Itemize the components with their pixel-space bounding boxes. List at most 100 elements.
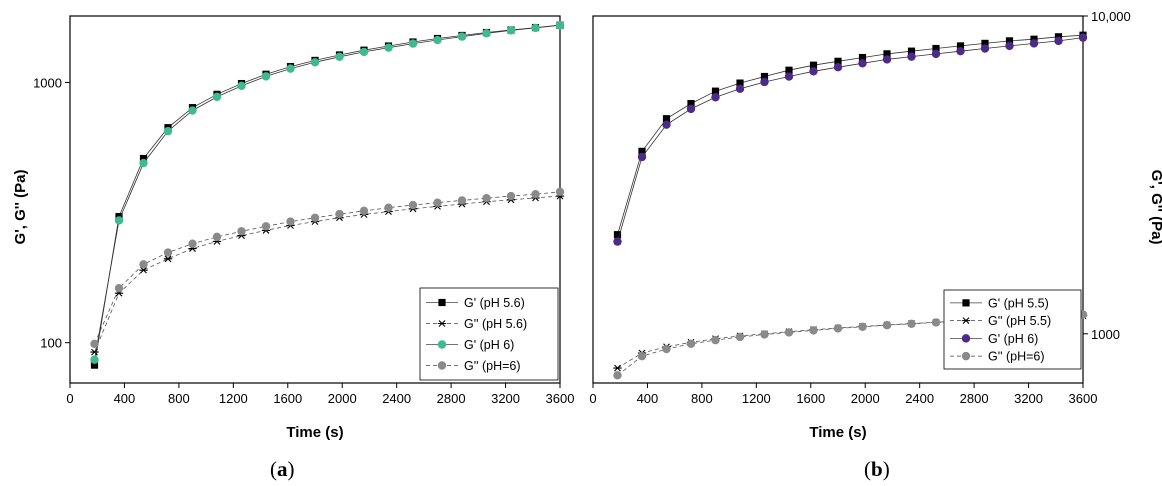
chart-panel-a: 0 400 800 1200 1600 2000 2400 2800 3200 3600 100 10…	[12, 15, 574, 481]
x-tick-label: 1200	[742, 391, 771, 406]
data-point	[408, 200, 418, 210]
data-point	[384, 203, 393, 212]
data-point	[261, 72, 271, 81]
data-point	[760, 72, 769, 81]
series-line-3	[617, 37, 1084, 242]
data-point	[139, 158, 148, 168]
data-point	[784, 328, 794, 337]
legend-marker	[961, 334, 971, 343]
data-point	[613, 237, 622, 246]
data-point	[335, 52, 344, 61]
data-point	[1005, 37, 1014, 45]
data-point	[531, 190, 540, 199]
data-point	[932, 44, 940, 53]
data-point	[686, 339, 696, 348]
x-tick-label: 2400	[905, 391, 934, 406]
x-tick-label: 800	[691, 391, 713, 406]
legend: G' (pH 5.5) G'' (pH 5.5) G' (pH 6) G'' (pH=…	[943, 289, 1082, 370]
data-point	[662, 120, 671, 129]
data-point	[1078, 33, 1088, 42]
data-point	[907, 319, 916, 328]
data-point	[883, 50, 891, 58]
data-point	[711, 335, 720, 345]
legend-marker	[437, 361, 447, 370]
data-point	[613, 231, 622, 239]
data-point	[212, 232, 222, 242]
data-point	[882, 321, 892, 330]
data-point	[907, 47, 916, 55]
data-point	[237, 227, 246, 236]
y-tick-label: 1000	[1091, 327, 1120, 342]
x-tick-label: 1600	[273, 391, 302, 406]
data-point	[555, 187, 565, 196]
data-point	[310, 213, 320, 222]
legend-label: G' (pH 6)	[464, 338, 514, 352]
data-point	[809, 326, 818, 335]
data-point	[188, 106, 197, 115]
data-point	[784, 72, 794, 81]
x-tick-label: 0	[589, 391, 596, 406]
x-tick-label: 1200	[219, 391, 248, 406]
legend-label: G' (pH 5.6)	[464, 296, 525, 310]
data-point	[613, 364, 622, 372]
data-point	[760, 77, 769, 87]
legend-label: G'' (pH 5.5)	[988, 314, 1051, 328]
x-tick-label: 3200	[491, 391, 520, 406]
data-point	[785, 66, 793, 74]
data-point	[736, 79, 744, 87]
data-point	[114, 283, 124, 293]
data-point	[139, 266, 148, 274]
legend-marker	[437, 320, 447, 327]
legend-label: G' (pH 6)	[988, 332, 1038, 346]
data-point	[335, 209, 344, 219]
x-tick-label: 1600	[796, 391, 825, 406]
data-point	[433, 198, 442, 207]
data-point	[662, 344, 671, 354]
data-point	[188, 239, 197, 248]
data-point	[907, 52, 916, 61]
data-point	[1029, 39, 1039, 48]
data-point	[531, 23, 540, 33]
data-point	[457, 196, 467, 205]
x-tick-label: 3200	[1014, 391, 1043, 406]
data-point	[555, 20, 565, 30]
data-point	[237, 81, 246, 91]
legend-marker	[961, 351, 971, 361]
data-point	[613, 371, 622, 380]
data-point	[809, 61, 818, 69]
data-point	[956, 46, 965, 56]
legend-label: G'' (pH 5.6)	[464, 317, 527, 331]
y-axis-title: G', G'' (Pa)	[12, 170, 29, 245]
data-point	[163, 255, 173, 263]
y-tick-label: 1000	[33, 75, 62, 90]
y-tick-label: 10,000	[1091, 9, 1131, 24]
x-axis-title: Time (s)	[286, 424, 343, 441]
data-point	[711, 93, 720, 102]
data-point	[286, 217, 295, 226]
data-point	[90, 361, 99, 369]
legend-marker	[437, 340, 447, 349]
x-tick-label: 2400	[382, 391, 411, 406]
data-point	[931, 318, 941, 327]
data-point	[638, 147, 646, 155]
data-point	[686, 104, 696, 114]
plot-frame	[592, 15, 1084, 384]
data-point	[760, 330, 769, 339]
data-point	[163, 126, 173, 136]
plot-frame	[69, 15, 561, 384]
legend-label: G'' (pH=6)	[988, 350, 1045, 364]
legend-label: G' (pH 5.5)	[988, 296, 1049, 310]
series-line-2	[94, 195, 561, 353]
data-point	[882, 55, 892, 64]
data-point	[506, 191, 516, 201]
data-point	[114, 216, 124, 225]
legend-marker	[438, 298, 446, 307]
x-tick-label: 800	[168, 391, 190, 406]
data-point	[408, 39, 418, 48]
panel-letter-b: b	[871, 457, 883, 481]
legend-marker	[962, 299, 970, 307]
data-point	[261, 222, 271, 231]
series-line-1	[617, 34, 1084, 235]
x-tick-label: 3600	[1069, 391, 1098, 406]
